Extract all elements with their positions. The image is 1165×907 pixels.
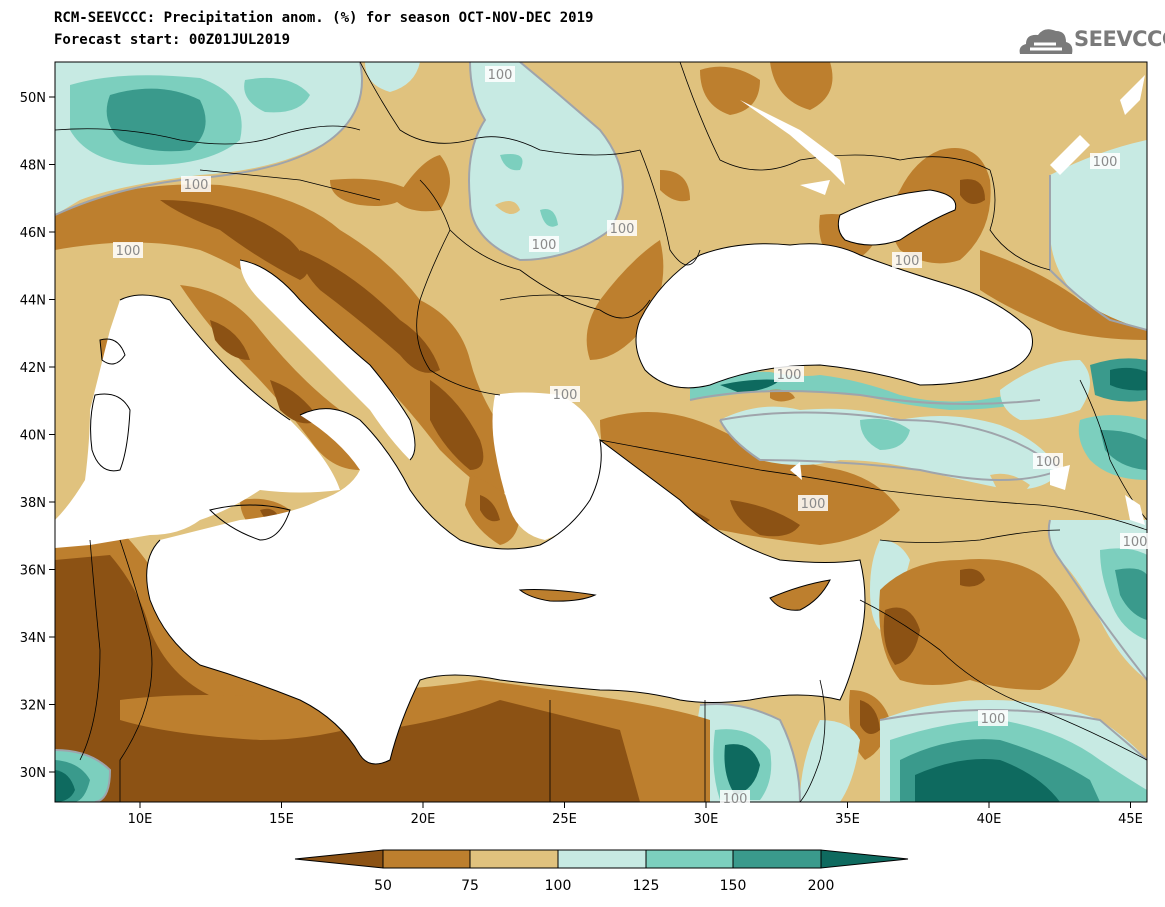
contour-label: 100	[777, 368, 802, 383]
colorbar-label: 150	[720, 878, 747, 894]
contour-label: 100	[184, 178, 209, 193]
contour-label: 100	[532, 238, 557, 253]
map-field	[55, 62, 1147, 802]
lon-tick-label: 45E	[1118, 812, 1143, 827]
colorbar-label: 50	[374, 878, 392, 894]
contour-label-bg	[798, 495, 828, 511]
lon-tick-label: 35E	[835, 812, 860, 827]
contour-label: 100	[1093, 155, 1118, 170]
contour-label: 100	[1123, 535, 1148, 550]
latitude-axis: 50N 48N 46N 44N 42N 40N 38N 36N 34N 32N 30N	[20, 91, 55, 781]
contour-label: 100	[981, 712, 1006, 727]
lat-tick-label: 30N	[20, 766, 46, 781]
lon-tick-label: 20E	[411, 812, 436, 827]
contour-label-bg	[607, 220, 637, 236]
colorbar-segment	[382, 849, 471, 869]
contour-label-bg	[1090, 153, 1120, 169]
contour-label-bg	[485, 66, 515, 82]
contour-label-bg	[550, 386, 580, 402]
lat-tick-label: 34N	[20, 631, 46, 646]
contour-label: 100	[553, 388, 578, 403]
contour-label: 100	[116, 244, 141, 259]
colorbar-segment	[469, 849, 559, 869]
lat-tick-label: 32N	[20, 699, 46, 714]
lon-tick-label: 30E	[694, 812, 719, 827]
contour-lines-100	[55, 62, 1147, 802]
contour-label-bg	[181, 176, 211, 192]
lat-tick-label: 42N	[20, 361, 46, 376]
colorbar-arrow-high	[820, 849, 909, 869]
coastlines	[90, 189, 1033, 765]
lon-tick-label: 40E	[977, 812, 1002, 827]
lat-tick-label: 36N	[20, 564, 46, 579]
longitude-axis: 10E 15E 20E 25E 30E 35E 40E 45E	[128, 802, 1143, 827]
contour-label-bg	[720, 790, 750, 806]
contour-label-bg	[774, 366, 804, 382]
map-frame	[54, 61, 1148, 803]
lon-tick-label: 15E	[269, 812, 294, 827]
colorbar-segment	[557, 849, 647, 869]
lat-tick-label: 38N	[20, 496, 46, 511]
contour-labels: 100 100 100 100 100 100 100 100 100 100 100 100 100 1…	[113, 66, 1150, 807]
map-title: RCM-SEEVCCC: Precipitation anom. (%) for…	[54, 10, 594, 26]
cloud-icon	[1019, 29, 1073, 54]
contour-label: 100	[488, 68, 513, 83]
colorbar-segment	[732, 849, 822, 869]
contour-label: 100	[895, 254, 920, 269]
contour-label: 100	[801, 497, 826, 512]
colorbar-label: 75	[461, 878, 479, 894]
contour-label: 100	[1036, 455, 1061, 470]
lon-tick-label: 25E	[552, 812, 577, 827]
water-bodies	[740, 75, 1145, 525]
contour-label: 100	[610, 222, 635, 237]
lat-tick-label: 40N	[20, 429, 46, 444]
lat-tick-label: 50N	[20, 91, 46, 106]
colorbar-arrow-low	[294, 849, 384, 869]
colorbar-label: 100	[545, 878, 572, 894]
forecast-start-label: Forecast start: 00Z01JUL2019	[54, 32, 291, 48]
colorbar-label: 200	[808, 878, 835, 894]
contour-label-bg	[529, 236, 559, 252]
lat-tick-label: 48N	[20, 159, 46, 174]
lon-tick-label: 10E	[128, 812, 153, 827]
contour-label: 100	[723, 792, 748, 807]
country-borders	[55, 62, 1147, 802]
colorbar-segment	[645, 849, 734, 869]
contour-label-bg	[892, 252, 922, 268]
contour-label-bg	[1033, 453, 1063, 469]
seevccc-logo-text: SEEVCCC	[1074, 27, 1165, 51]
contour-label-bg	[1120, 533, 1150, 549]
contour-label-bg	[113, 242, 143, 258]
lat-tick-label: 46N	[20, 226, 46, 241]
colorbar-label: 125	[633, 878, 660, 894]
contour-label-bg	[978, 710, 1008, 726]
colorbar: 50 75 100 125 150 200	[294, 849, 909, 894]
lat-tick-label: 44N	[20, 294, 46, 309]
